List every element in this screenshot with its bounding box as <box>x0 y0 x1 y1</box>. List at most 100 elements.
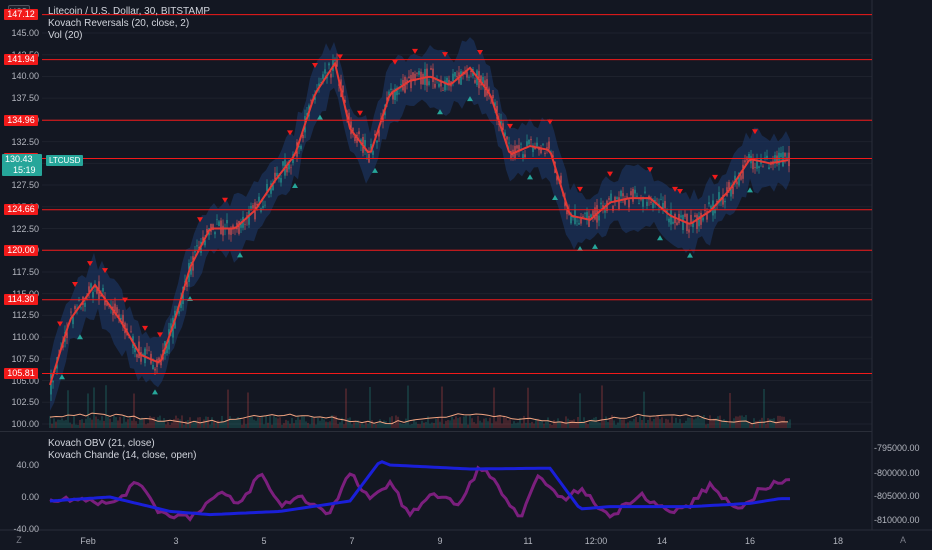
symbol-legend[interactable]: Litecoin / U.S. Dollar, 30, BITSTAMP <box>48 6 211 17</box>
volume-bar <box>371 420 373 428</box>
volume-bar <box>123 416 125 428</box>
volume-bar <box>789 419 791 428</box>
candle-body <box>264 204 266 206</box>
candle-body <box>588 215 590 227</box>
volume-bar <box>613 420 615 428</box>
volume-bar <box>463 416 465 428</box>
volume-bar <box>535 418 537 428</box>
volume-bar <box>531 421 533 428</box>
volume-bar <box>185 420 187 428</box>
candle-body <box>650 201 652 203</box>
volume-bar <box>727 423 729 428</box>
volume-bar <box>345 388 347 428</box>
volume-bar <box>527 387 529 428</box>
sell-marker <box>197 217 203 223</box>
volume-bar <box>65 419 67 428</box>
volume-legend[interactable]: Vol (20) <box>48 30 83 41</box>
candle-body <box>244 224 246 225</box>
candle-body <box>756 160 758 169</box>
volume-bar <box>313 417 315 428</box>
volume-bar <box>515 423 517 428</box>
sell-marker <box>102 268 108 274</box>
candle-body <box>370 143 372 151</box>
candle-body <box>350 121 352 135</box>
volume-bar <box>431 422 433 428</box>
volume-bar <box>201 421 203 428</box>
candle-body <box>724 200 726 203</box>
candle-body <box>672 221 674 224</box>
volume-bar <box>169 424 171 428</box>
candle-body <box>780 153 782 158</box>
buy-marker <box>552 195 558 201</box>
pane-separator[interactable] <box>0 431 872 432</box>
volume-bar <box>671 416 673 428</box>
price-tick: 107.50 <box>11 353 39 364</box>
candle-body <box>614 197 616 202</box>
volume-bar <box>641 419 643 428</box>
candle-body <box>430 68 432 70</box>
auto-scale-button[interactable]: A <box>899 535 906 545</box>
volume-bar <box>533 423 535 428</box>
volume-bar <box>357 420 359 428</box>
price-tick: 145.00 <box>11 28 39 38</box>
volume-bar <box>351 424 353 428</box>
candle-body <box>114 303 116 314</box>
obv-tick: -800000.00 <box>874 468 920 478</box>
volume-bar <box>397 416 399 428</box>
volume-bar <box>763 388 765 428</box>
kovach-chande-legend[interactable]: Kovach Chande (14, close, open) <box>48 450 197 461</box>
volume-bar <box>715 418 717 428</box>
volume-bar <box>323 419 325 428</box>
volume-bar <box>71 424 73 428</box>
candle-body <box>662 203 664 210</box>
volume-bar <box>365 421 367 428</box>
volume-bar <box>113 415 115 428</box>
volume-bar <box>261 415 263 428</box>
volume-bar <box>91 419 93 428</box>
candle-body <box>714 208 716 214</box>
volume-bar <box>143 418 145 428</box>
volume-bar <box>235 418 237 428</box>
volume-bar <box>751 422 753 428</box>
candle-body <box>84 302 86 307</box>
kovach-obv-legend[interactable]: Kovach OBV (21, close) <box>48 438 155 449</box>
volume-bar <box>115 417 117 428</box>
candle-body <box>422 73 424 85</box>
volume-bar <box>383 420 385 428</box>
volume-bar <box>325 421 327 428</box>
zoom-left-button[interactable]: Z <box>16 535 22 545</box>
candle-body <box>330 73 332 78</box>
volume-bar <box>311 416 313 428</box>
candle-body <box>734 175 736 183</box>
volume-bar <box>363 424 365 428</box>
volume-bar <box>649 417 651 428</box>
volume-bar <box>175 415 177 428</box>
candle-body <box>352 127 354 134</box>
volume-bar <box>669 422 671 428</box>
volume-bar <box>223 422 225 428</box>
volume-bar <box>147 423 149 428</box>
candle-body <box>628 199 630 208</box>
volume-bar <box>283 423 285 428</box>
candle-body <box>710 205 712 209</box>
candle-body <box>748 153 750 159</box>
candle-body <box>268 196 270 198</box>
horizontal-levels[interactable] <box>42 14 872 375</box>
volume-bar <box>465 415 467 428</box>
volume-bar <box>81 419 83 428</box>
candle-body <box>166 343 168 354</box>
volume-bar <box>645 422 647 428</box>
volume-bar <box>277 418 279 428</box>
volume-bar <box>303 416 305 428</box>
volume-bar <box>97 418 99 428</box>
sell-marker <box>287 130 293 136</box>
volume-bar <box>593 417 595 428</box>
volume-bar <box>755 420 757 428</box>
volume-bar <box>375 424 377 428</box>
candle-body <box>118 314 120 319</box>
kovach-reversals-legend[interactable]: Kovach Reversals (20, close, 2) <box>48 18 190 29</box>
candle-body <box>736 181 738 185</box>
sell-marker <box>57 321 63 327</box>
